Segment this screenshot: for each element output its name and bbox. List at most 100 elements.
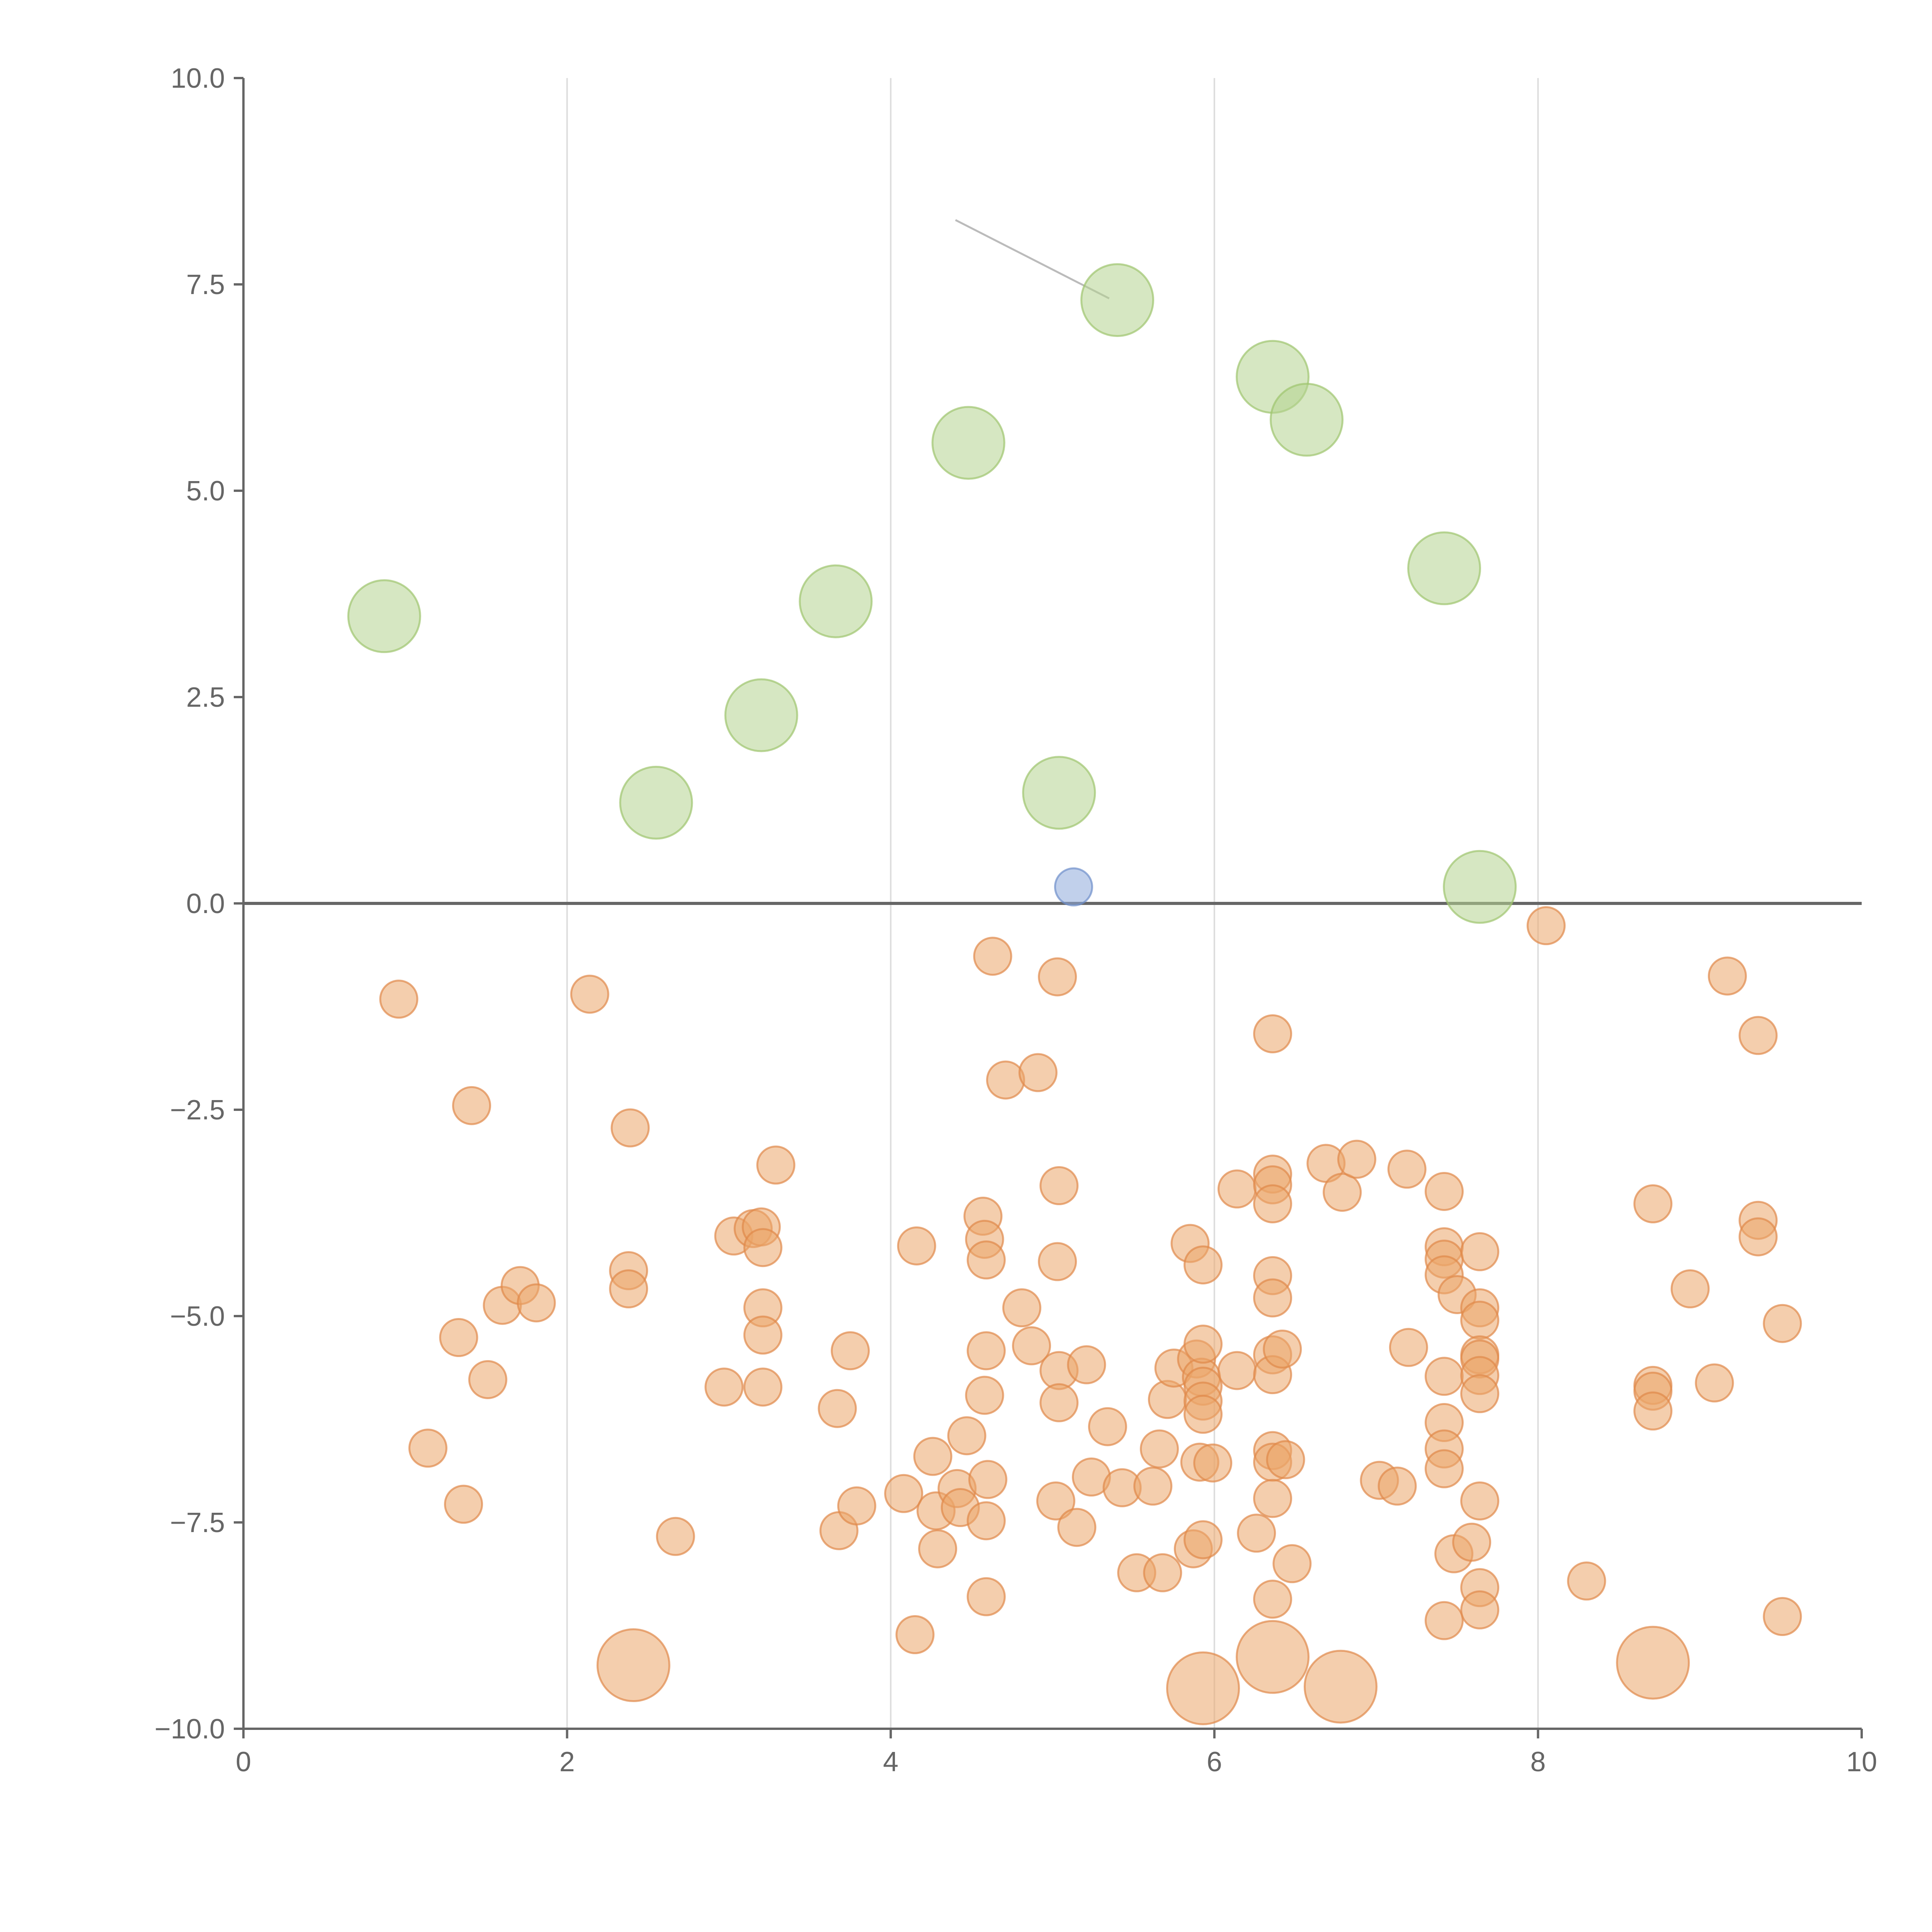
data-point-orange-28 xyxy=(884,1474,923,1513)
data-point-orange-112 xyxy=(1424,1601,1464,1640)
data-point-orange-108 xyxy=(1424,1357,1464,1396)
data-point-orange-36 xyxy=(947,1416,986,1456)
data-point-orange-52 xyxy=(1039,1166,1079,1206)
data-point-orange-96 xyxy=(1272,1544,1312,1583)
data-point-orange-large-4 xyxy=(1303,1650,1378,1724)
data-point-orange-135 xyxy=(1738,1016,1778,1055)
data-point-orange-51 xyxy=(1038,957,1077,997)
y-tick-label-3: −5.0 xyxy=(170,1301,225,1332)
data-point-orange-115 xyxy=(1452,1522,1492,1562)
data-point-orange-13 xyxy=(609,1269,648,1309)
data-point-orange-21 xyxy=(743,1315,782,1355)
data-point-green-11 xyxy=(1443,850,1517,924)
data-point-orange-131 xyxy=(1633,1391,1673,1431)
data-point-orange-101 xyxy=(1378,1466,1417,1506)
y-tick-label-4: −2.5 xyxy=(170,1095,225,1126)
data-point-orange-9 xyxy=(517,1283,556,1323)
data-point-orange-137 xyxy=(1738,1217,1778,1257)
data-point-orange-93 xyxy=(1253,1580,1293,1619)
data-point-blue-1 xyxy=(1054,867,1093,906)
data-point-orange-82 xyxy=(1253,1014,1293,1053)
data-point-orange-1 xyxy=(379,980,418,1019)
data-point-orange-55 xyxy=(1039,1383,1079,1422)
data-point-orange-92 xyxy=(1253,1479,1293,1518)
x-tick-label-5: 8 xyxy=(1530,1747,1546,1777)
data-point-orange-123 xyxy=(1460,1481,1500,1520)
data-point-orange-138 xyxy=(1763,1304,1802,1343)
data-point-orange-39 xyxy=(966,1240,1006,1280)
data-point-orange-10 xyxy=(570,975,609,1014)
data-point-orange-33 xyxy=(918,1529,957,1568)
data-point-orange-102 xyxy=(1387,1150,1427,1189)
data-point-orange-6 xyxy=(468,1360,507,1399)
data-point-orange-19 xyxy=(743,1228,782,1267)
data-point-green-6 xyxy=(1022,756,1096,830)
x-tick-label-1: 0 xyxy=(236,1747,251,1777)
data-point-orange-128 xyxy=(1633,1184,1673,1224)
data-point-orange-48 xyxy=(1012,1326,1051,1366)
data-point-orange-46 xyxy=(986,1060,1026,1100)
data-point-orange-44 xyxy=(966,1577,1006,1616)
data-point-orange-49 xyxy=(1018,1053,1058,1092)
axis-layer xyxy=(234,77,1863,1738)
data-point-orange-103 xyxy=(1389,1328,1428,1367)
data-point-orange-27 xyxy=(837,1486,876,1526)
data-point-orange-80 xyxy=(1217,1351,1257,1390)
data-point-orange-127 xyxy=(1567,1561,1606,1601)
data-point-orange-63 xyxy=(1139,1429,1179,1469)
data-point-orange-111 xyxy=(1424,1449,1464,1488)
data-point-orange-73 xyxy=(1183,1325,1223,1364)
data-point-orange-42 xyxy=(968,1460,1007,1499)
data-point-orange-85 xyxy=(1253,1184,1293,1224)
data-point-orange-4 xyxy=(439,1318,478,1357)
data-point-orange-45 xyxy=(973,937,1012,976)
data-point-orange-62 xyxy=(1133,1466,1173,1506)
y-tick-label-6: 2.5 xyxy=(186,682,225,713)
data-point-orange-76 xyxy=(1183,1395,1223,1434)
data-point-orange-79 xyxy=(1217,1169,1257,1209)
data-point-orange-72 xyxy=(1183,1245,1223,1285)
data-point-orange-81 xyxy=(1237,1514,1276,1553)
data-point-orange-77 xyxy=(1183,1520,1223,1560)
data-point-orange-large-2 xyxy=(1166,1651,1240,1725)
data-point-orange-94 xyxy=(1263,1329,1302,1369)
data-point-orange-29 xyxy=(897,1226,936,1265)
data-point-green-9 xyxy=(1270,383,1344,457)
data-point-orange-122 xyxy=(1460,1374,1500,1413)
data-point-green-10 xyxy=(1407,531,1481,605)
data-point-green-7 xyxy=(1080,263,1155,337)
data-point-green-3 xyxy=(724,678,798,752)
data-point-orange-41 xyxy=(965,1376,1004,1415)
x-tick-label-6: 10 xyxy=(1846,1747,1877,1777)
x-tick-label-3: 4 xyxy=(883,1747,898,1777)
data-point-orange-5 xyxy=(444,1485,483,1524)
data-point-orange-2 xyxy=(452,1086,492,1125)
data-point-orange-116 xyxy=(1460,1232,1500,1271)
data-point-layer xyxy=(347,263,1802,1725)
data-point-orange-78 xyxy=(1193,1443,1233,1483)
data-point-orange-59 xyxy=(1088,1407,1127,1446)
data-point-orange-large-5 xyxy=(1616,1626,1690,1700)
data-point-orange-125 xyxy=(1460,1590,1500,1629)
data-point-orange-99 xyxy=(1337,1139,1376,1179)
data-point-orange-95 xyxy=(1266,1440,1305,1480)
data-point-orange-large-1 xyxy=(596,1628,670,1702)
y-tick-label-7: 5.0 xyxy=(186,476,225,507)
data-point-orange-31 xyxy=(913,1437,952,1476)
y-tick-label-1: −10.0 xyxy=(155,1714,225,1745)
data-point-orange-11 xyxy=(611,1108,650,1148)
data-point-orange-126 xyxy=(1526,906,1566,946)
data-point-orange-22 xyxy=(743,1367,782,1407)
data-point-green-2 xyxy=(619,765,693,840)
data-point-orange-64 xyxy=(1143,1553,1182,1592)
data-point-green-5 xyxy=(931,406,1005,480)
data-point-orange-40 xyxy=(966,1331,1006,1371)
data-point-orange-30 xyxy=(895,1615,935,1654)
data-point-orange-3 xyxy=(408,1429,447,1468)
data-point-orange-57 xyxy=(1067,1345,1106,1384)
data-point-orange-50 xyxy=(1036,1481,1075,1520)
y-tick-label-8: 7.5 xyxy=(186,269,225,300)
data-point-orange-139 xyxy=(1763,1597,1802,1636)
data-point-orange-87 xyxy=(1253,1278,1293,1318)
